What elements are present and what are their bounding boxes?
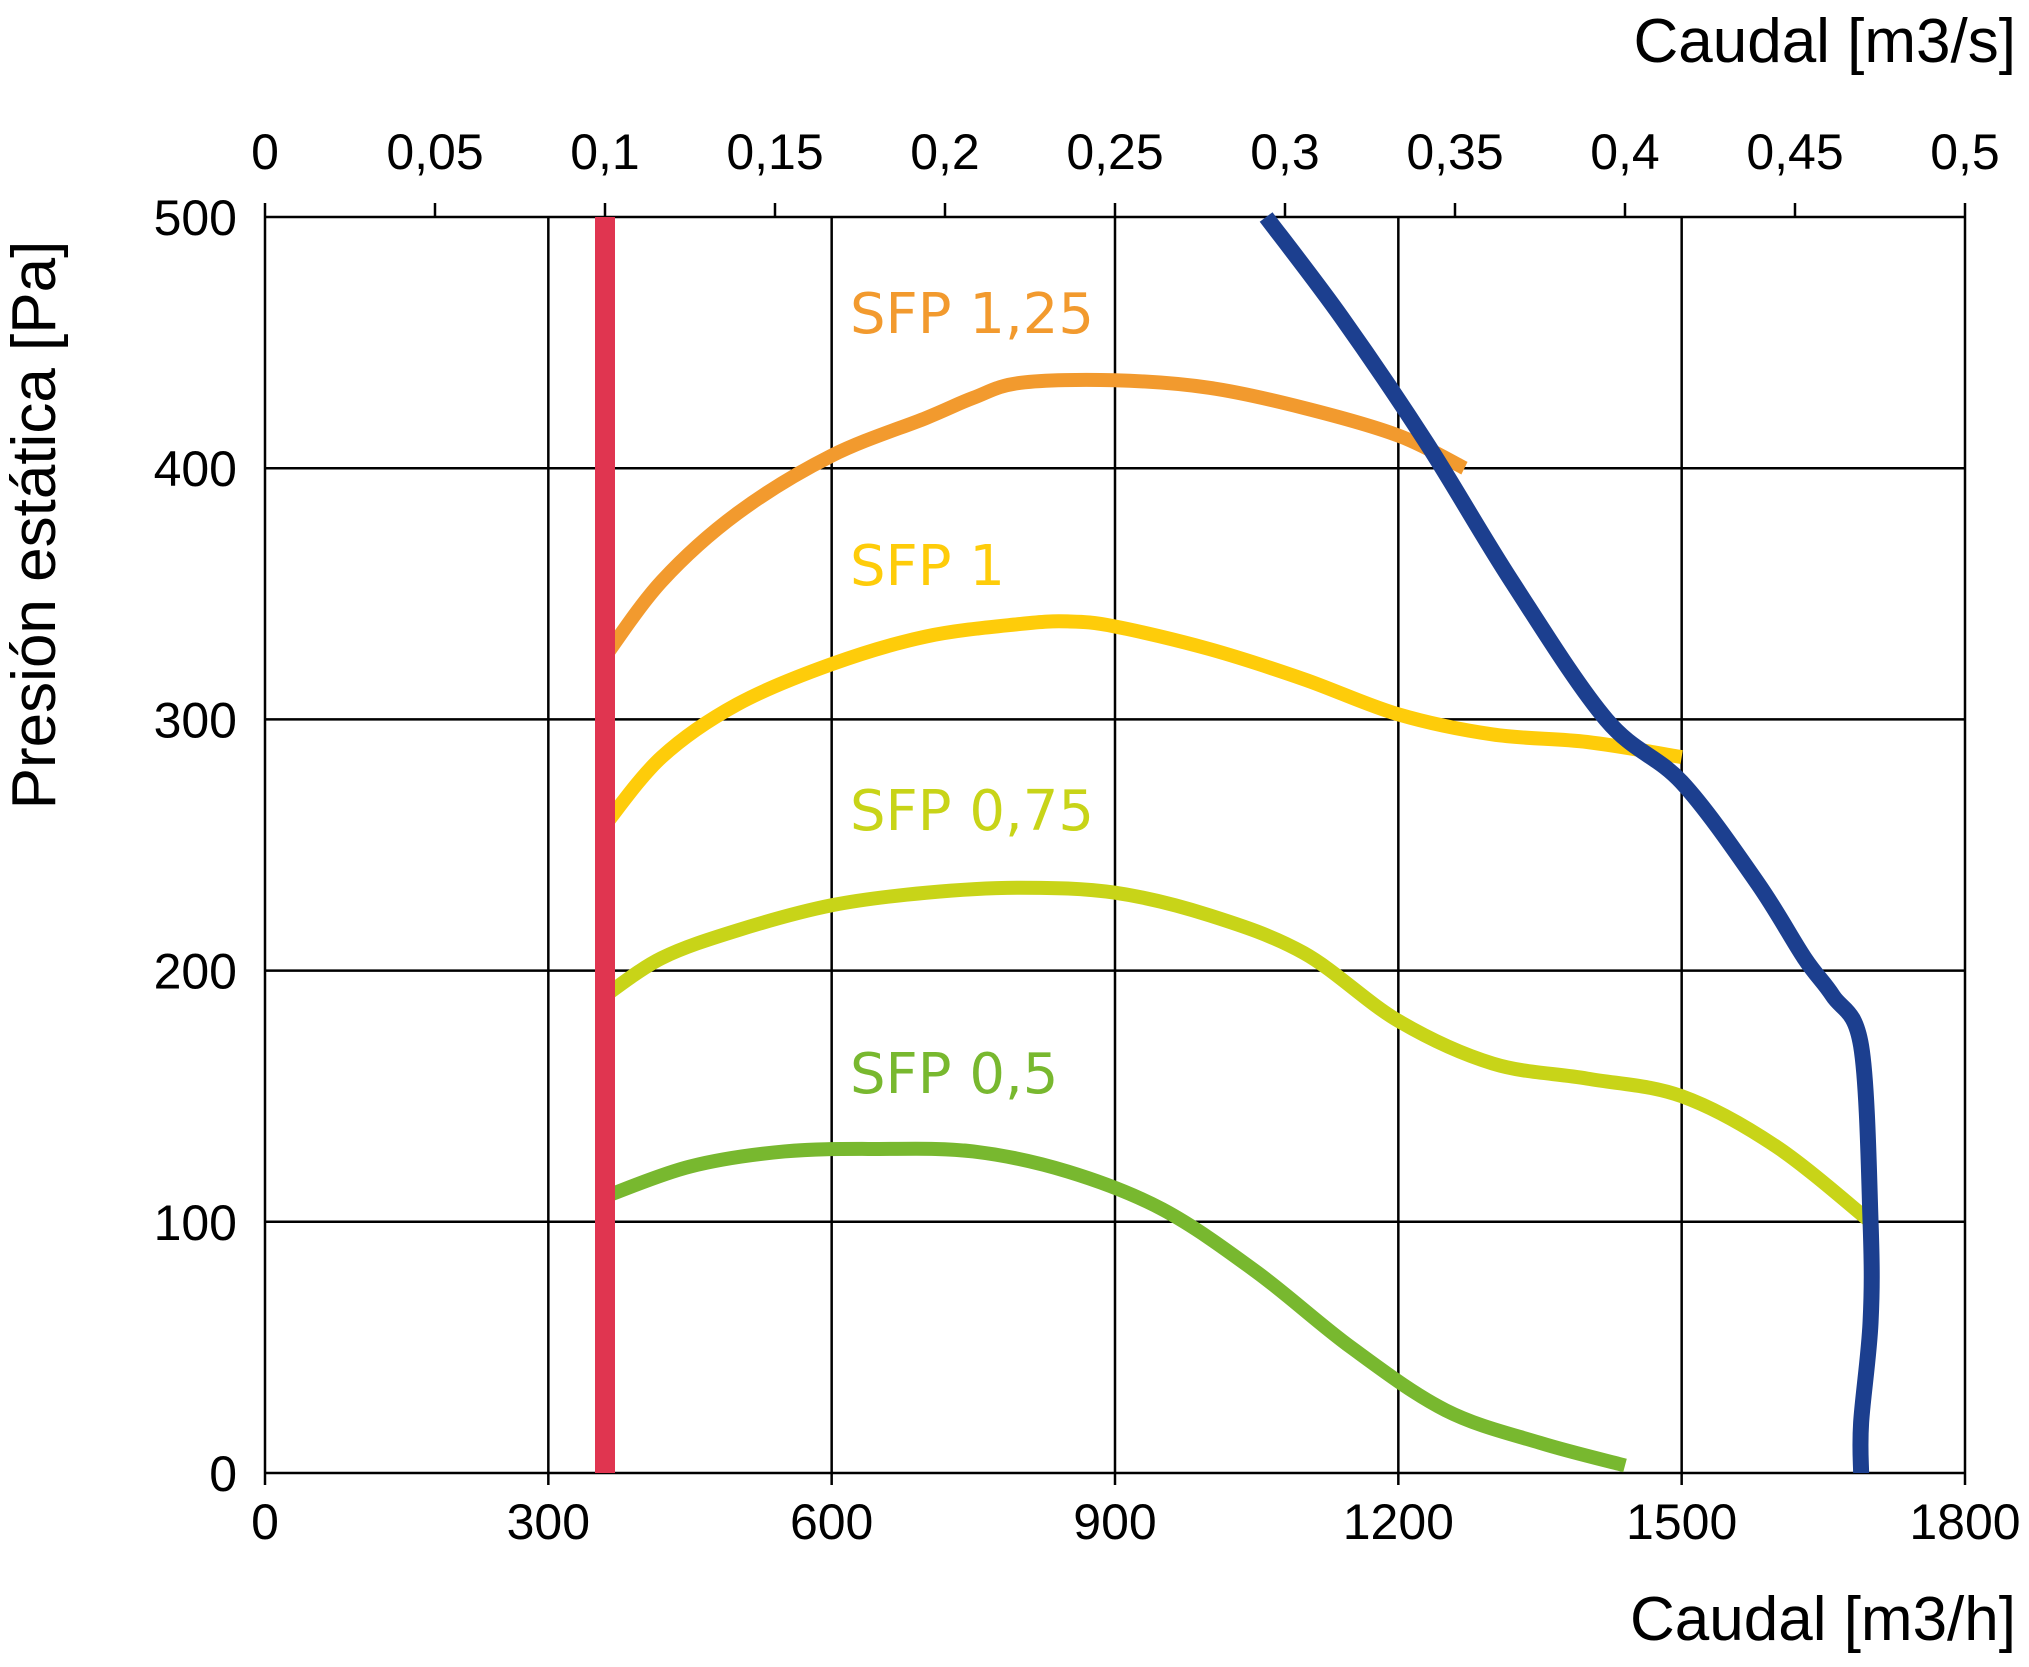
- y-axis-title: Presión estática [Pa]: [0, 241, 69, 810]
- x-top-tick-label: 0,35: [1406, 124, 1503, 180]
- x-tick-label: 1200: [1343, 1494, 1454, 1550]
- x-top-tick-label: 0,1: [570, 124, 640, 180]
- y-tick-label: 500: [154, 190, 237, 246]
- series-label: SFP 1: [850, 534, 1005, 599]
- series-line-sfp-1: [599, 614, 1683, 830]
- y-tick-label: 400: [154, 441, 237, 497]
- y-tick-label: 200: [154, 944, 237, 1000]
- series-line-sfp-0-75: [601, 880, 1875, 1228]
- x-top-tick-label: 0,25: [1066, 124, 1163, 180]
- grid: [263, 203, 1967, 1485]
- y-tick-label: 100: [154, 1195, 237, 1251]
- series-line-sfp-0-5: [602, 1141, 1627, 1473]
- series-line-sfp-1-25: [599, 372, 1468, 661]
- curves: [595, 212, 1880, 1474]
- x-top-tick-label: 0,4: [1590, 124, 1660, 180]
- series-label: SFP 0,5: [850, 1042, 1058, 1107]
- y-tick-label: 0: [209, 1446, 237, 1502]
- x-top-tick-label: 0,15: [726, 124, 823, 180]
- x-tick-label: 600: [790, 1494, 873, 1550]
- x-tick-label: 900: [1073, 1494, 1156, 1550]
- x-top-tick-label: 0,3: [1250, 124, 1320, 180]
- y-tick-label: 300: [154, 692, 237, 748]
- x-top-tick-label: 0,45: [1746, 124, 1843, 180]
- series-label: SFP 1,25: [850, 282, 1094, 347]
- series-label: SFP 0,75: [850, 779, 1094, 844]
- x-top-tick-label: 0,05: [386, 124, 483, 180]
- x-axis-bottom-title: Caudal [m3/h]: [1630, 1585, 2016, 1654]
- x-tick-label: 0: [251, 1494, 279, 1550]
- x-tick-label: 300: [507, 1494, 590, 1550]
- x-axis-top-title: Caudal [m3/s]: [1633, 7, 2016, 76]
- x-top-tick-label: 0: [251, 124, 279, 180]
- series-line-blue: [1259, 212, 1880, 1474]
- x-tick-label: 1500: [1626, 1494, 1737, 1550]
- x-top-tick-label: 0,5: [1930, 124, 2000, 180]
- x-tick-label: 1800: [1909, 1494, 2020, 1550]
- x-top-tick-label: 0,2: [910, 124, 980, 180]
